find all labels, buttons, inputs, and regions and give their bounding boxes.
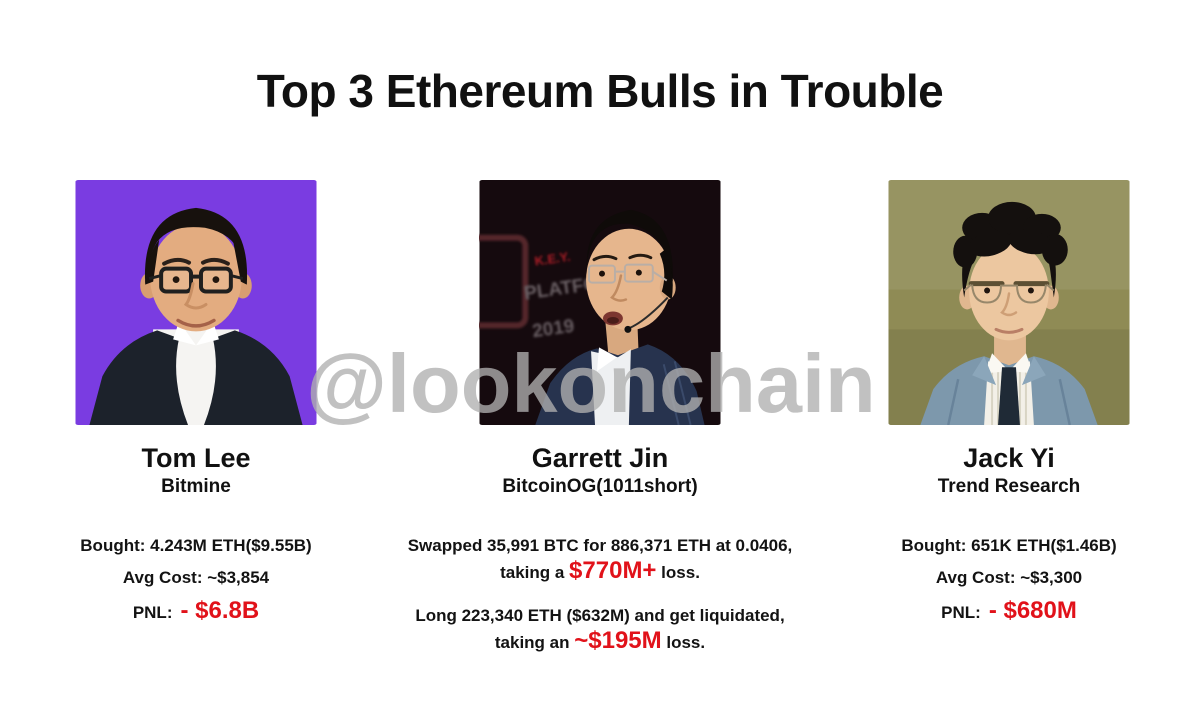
pnl-value: - $6.8B	[180, 597, 260, 624]
page-title: Top 3 Ethereum Bulls in Trouble	[256, 65, 944, 117]
person-affiliation: Bitmine	[161, 476, 231, 497]
jack-yi-portrait-illustration	[888, 180, 1130, 425]
swap-loss-line-2: taking a $770M+ loss.	[500, 557, 700, 584]
jack-yi-photo	[888, 180, 1130, 425]
person-name: Tom Lee	[141, 443, 251, 473]
bought-stat: Bought: 4.243M ETH($9.55B)	[80, 536, 312, 555]
tom-lee-photo	[75, 180, 317, 425]
svg-text:K.E.Y.: K.E.Y.	[534, 249, 572, 269]
liquidation-loss-value: ~$195M	[574, 627, 662, 654]
liquidation-line-2: taking an ~$195M loss.	[494, 627, 706, 654]
person-name: Garrett Jin	[531, 443, 669, 473]
liquidation-line-1: Long 223,340 ETH ($632M) and get liquida…	[415, 606, 785, 625]
garrett-jin-photo: K.E.Y. PLATFORM 2019	[479, 180, 721, 425]
person-affiliation: Trend Research	[937, 476, 1081, 497]
avg-cost-stat: Avg Cost: ~$3,300	[935, 568, 1083, 587]
pnl-label: PNL:	[132, 603, 173, 622]
person-card-garrett-jin: K.E.Y. PLATFORM 2019	[390, 0, 810, 727]
swap-loss-line-1: Swapped 35,991 BTC for 886,371 ETH at 0.…	[407, 536, 793, 555]
pnl-label: PNL:	[941, 603, 981, 622]
swap-loss-value: $770M+	[569, 557, 657, 584]
tom-lee-portrait-illustration	[75, 180, 317, 425]
person-affiliation: BitcoinOG(1011short)	[502, 476, 698, 497]
bought-stat: Bought: 651K ETH($1.46B)	[901, 536, 1117, 555]
avg-cost-stat: Avg Cost: ~$3,854	[122, 568, 270, 587]
pnl-value: - $680M	[988, 597, 1077, 624]
garrett-jin-portrait-illustration: K.E.Y. PLATFORM 2019	[479, 180, 721, 425]
pnl-stat: PNL: - $6.8B	[26, 599, 366, 625]
person-name: Jack Yi	[963, 443, 1055, 473]
person-card-tom-lee: Tom Lee Bitmine Bought: 4.243M ETH($9.55…	[26, 0, 366, 727]
person-card-jack-yi: Jack Yi Trend Research Bought: 651K ETH(…	[839, 0, 1179, 727]
pnl-stat: PNL: - $680M	[839, 599, 1179, 625]
